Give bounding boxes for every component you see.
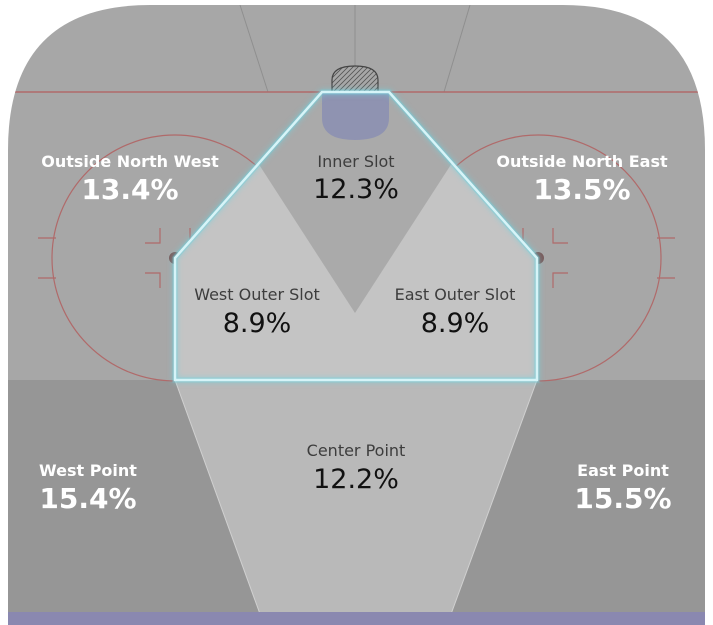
zone-label: West Outer Slot [194,285,320,304]
zone-label: East Outer Slot [395,285,516,304]
zone-west-outer-slot: West Outer Slot 8.9% [194,285,320,339]
zone-east-outer-slot: East Outer Slot 8.9% [395,285,516,339]
zone-value: 8.9% [421,308,490,339]
zone-value: 13.4% [81,173,178,206]
zone-label: Inner Slot [317,152,394,171]
zone-value: 8.9% [223,308,292,339]
zone-west-point: West Point 15.4% [39,461,137,515]
zone-value: 12.2% [313,464,399,495]
zone-outside-north-west: Outside North West 13.4% [41,152,219,206]
behind-net-lines [239,5,471,93]
zone-value: 15.5% [574,482,671,515]
zone-label: Outside North East [496,152,668,171]
zone-label: Center Point [307,441,406,460]
inner-slot-crease [322,92,389,140]
slot-outline-inner [173,90,539,382]
inner-slot-zone [258,92,452,313]
zone-inner-slot: Inner Slot 12.3% [313,152,399,205]
zone-value: 15.4% [39,482,136,515]
zone-label: East Point [577,461,669,480]
zone-label: Outside North West [41,152,219,171]
zone-value: 13.5% [533,173,630,206]
zone-center-point: Center Point 12.2% [307,441,406,495]
zone-outside-north-east: Outside North East 13.5% [496,152,668,206]
zone-value: 12.3% [313,174,399,205]
blue-line [8,612,705,625]
zone-east-point: East Point 15.5% [574,461,671,515]
goal-net-icon [331,65,379,93]
zone-label: West Point [39,461,137,480]
